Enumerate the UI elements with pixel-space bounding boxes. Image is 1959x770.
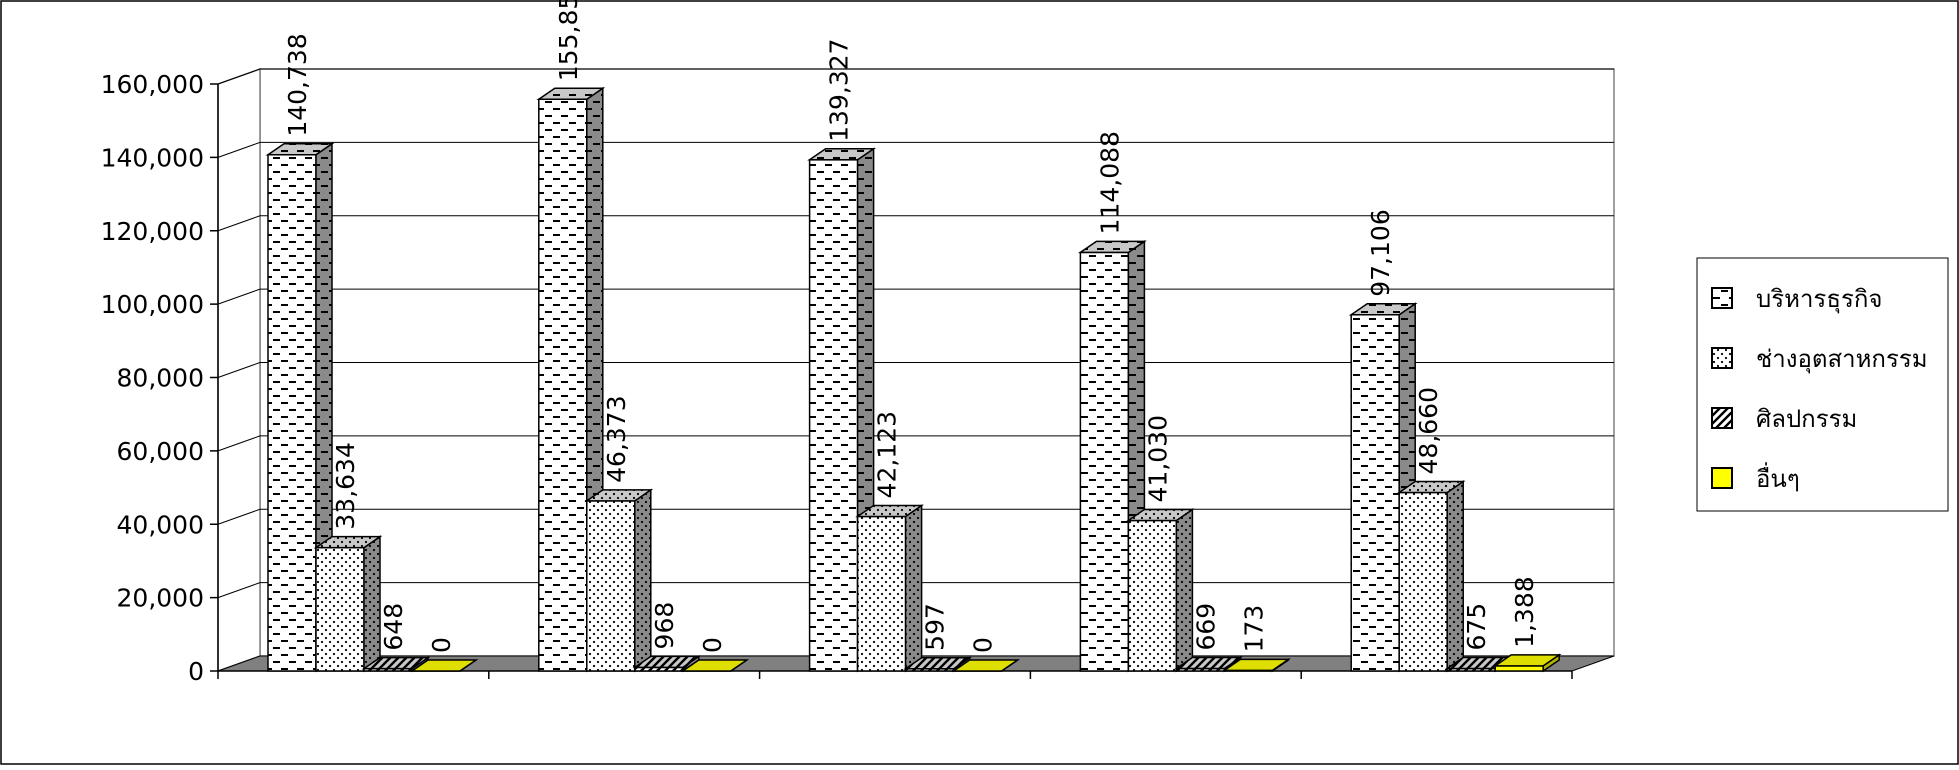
gridline-side xyxy=(217,582,261,599)
legend-swatch xyxy=(1711,467,1733,489)
legend-label: บริหารธุรกิจ xyxy=(1756,285,1882,314)
bar-top xyxy=(265,142,335,156)
legend-label: อื่นๆ xyxy=(1756,462,1800,493)
data-label: 46,373 xyxy=(602,395,631,482)
bar-side xyxy=(1446,480,1464,673)
bar-top xyxy=(680,659,750,672)
legend-label: ช่างอุตสาหกรรม xyxy=(1756,345,1928,374)
y-tick-label: 100,000 xyxy=(101,290,204,319)
gridline-side xyxy=(217,215,261,232)
bar xyxy=(951,659,1021,672)
y-tick-label: 120,000 xyxy=(101,217,204,246)
legend-swatch xyxy=(1711,347,1733,369)
bar-top xyxy=(1221,658,1291,672)
bar-top xyxy=(855,504,925,518)
data-label: 669 xyxy=(1191,603,1220,651)
bar-side xyxy=(1175,508,1194,673)
data-label: 648 xyxy=(379,603,408,651)
data-label: 42,123 xyxy=(873,411,902,498)
bar-top xyxy=(1396,480,1466,494)
bars xyxy=(265,86,1562,673)
data-label: 114,088 xyxy=(1095,131,1124,234)
bar xyxy=(409,659,479,672)
bar xyxy=(313,535,383,673)
y-tick-label: 40,000 xyxy=(117,510,204,539)
legend-swatch xyxy=(1711,287,1733,309)
data-label: 155,851 xyxy=(554,0,583,81)
y-tick-label: 20,000 xyxy=(117,584,204,613)
data-label: 173 xyxy=(1239,605,1268,653)
gridline-side xyxy=(217,362,261,378)
bar xyxy=(1396,480,1466,673)
bar-side xyxy=(634,488,652,673)
bar-side xyxy=(904,504,923,673)
data-label: 675 xyxy=(1462,603,1491,651)
bar-top xyxy=(1492,654,1562,667)
data-label: 597 xyxy=(921,603,950,651)
bar-top xyxy=(313,535,383,549)
bar-top xyxy=(584,489,654,502)
bar xyxy=(1125,508,1195,673)
bar-top xyxy=(1125,508,1195,522)
bar-front xyxy=(1494,665,1544,672)
bar-top xyxy=(1077,240,1147,254)
bar-top xyxy=(1173,656,1243,670)
y-axis-ticks: 0 20,000 40,000 60,000 80,000 100,000 120,000 1… xyxy=(101,70,218,686)
bar-front xyxy=(1350,313,1400,672)
bar-top xyxy=(807,148,877,161)
y-tick-label: 140,000 xyxy=(101,143,204,172)
data-label: 0 xyxy=(969,637,998,653)
bar-front xyxy=(586,500,636,672)
bar-front xyxy=(808,159,859,672)
legend-swatch xyxy=(1711,407,1733,429)
data-label: 0 xyxy=(427,637,456,653)
bar-front xyxy=(1398,491,1448,672)
bar-front xyxy=(1079,251,1130,672)
bar-top xyxy=(903,657,973,670)
legend-box xyxy=(1696,257,1949,512)
bar-front xyxy=(538,98,588,672)
y-tick-label: 80,000 xyxy=(117,364,204,393)
gridline-side xyxy=(217,68,261,85)
bar-top xyxy=(951,659,1021,672)
bar-top xyxy=(632,655,702,669)
y-tick-label: 160,000 xyxy=(101,70,204,99)
data-labels: 140,738 33,634 648 0 155,851 46,373 968 0 139,32… xyxy=(283,0,1539,653)
data-label: 48,660 xyxy=(1414,387,1443,474)
y-tick-label: 60,000 xyxy=(117,437,204,466)
bar-side xyxy=(363,535,381,673)
data-label: 0 xyxy=(698,637,727,653)
legend-label: ศิลปกรรม xyxy=(1756,405,1857,433)
data-label: 140,738 xyxy=(283,33,312,136)
data-label: 968 xyxy=(650,602,679,650)
bar-top xyxy=(1348,302,1418,316)
bar xyxy=(855,504,925,673)
bar-front xyxy=(267,153,317,672)
y-tick-label: 0 xyxy=(188,657,204,686)
data-label: 139,327 xyxy=(825,38,854,141)
bar-top xyxy=(409,659,479,672)
data-label: 1,388 xyxy=(1510,576,1539,648)
data-label: 41,030 xyxy=(1143,415,1172,502)
bar-front xyxy=(1127,519,1178,672)
bar-front xyxy=(856,515,907,672)
gridline-side xyxy=(217,141,261,158)
bar xyxy=(1077,239,1147,673)
data-label: 33,634 xyxy=(331,442,360,529)
data-label: 97,106 xyxy=(1366,209,1395,296)
bar-top xyxy=(536,87,606,100)
gridline-side xyxy=(217,435,261,452)
bar xyxy=(1492,653,1562,673)
bar xyxy=(1221,657,1291,673)
bar-top xyxy=(361,656,431,670)
gridline-side xyxy=(217,508,261,525)
bar xyxy=(680,659,750,672)
bar-front xyxy=(315,546,365,672)
bar xyxy=(584,488,654,673)
gridline-side xyxy=(217,288,261,305)
bar xyxy=(265,142,335,673)
